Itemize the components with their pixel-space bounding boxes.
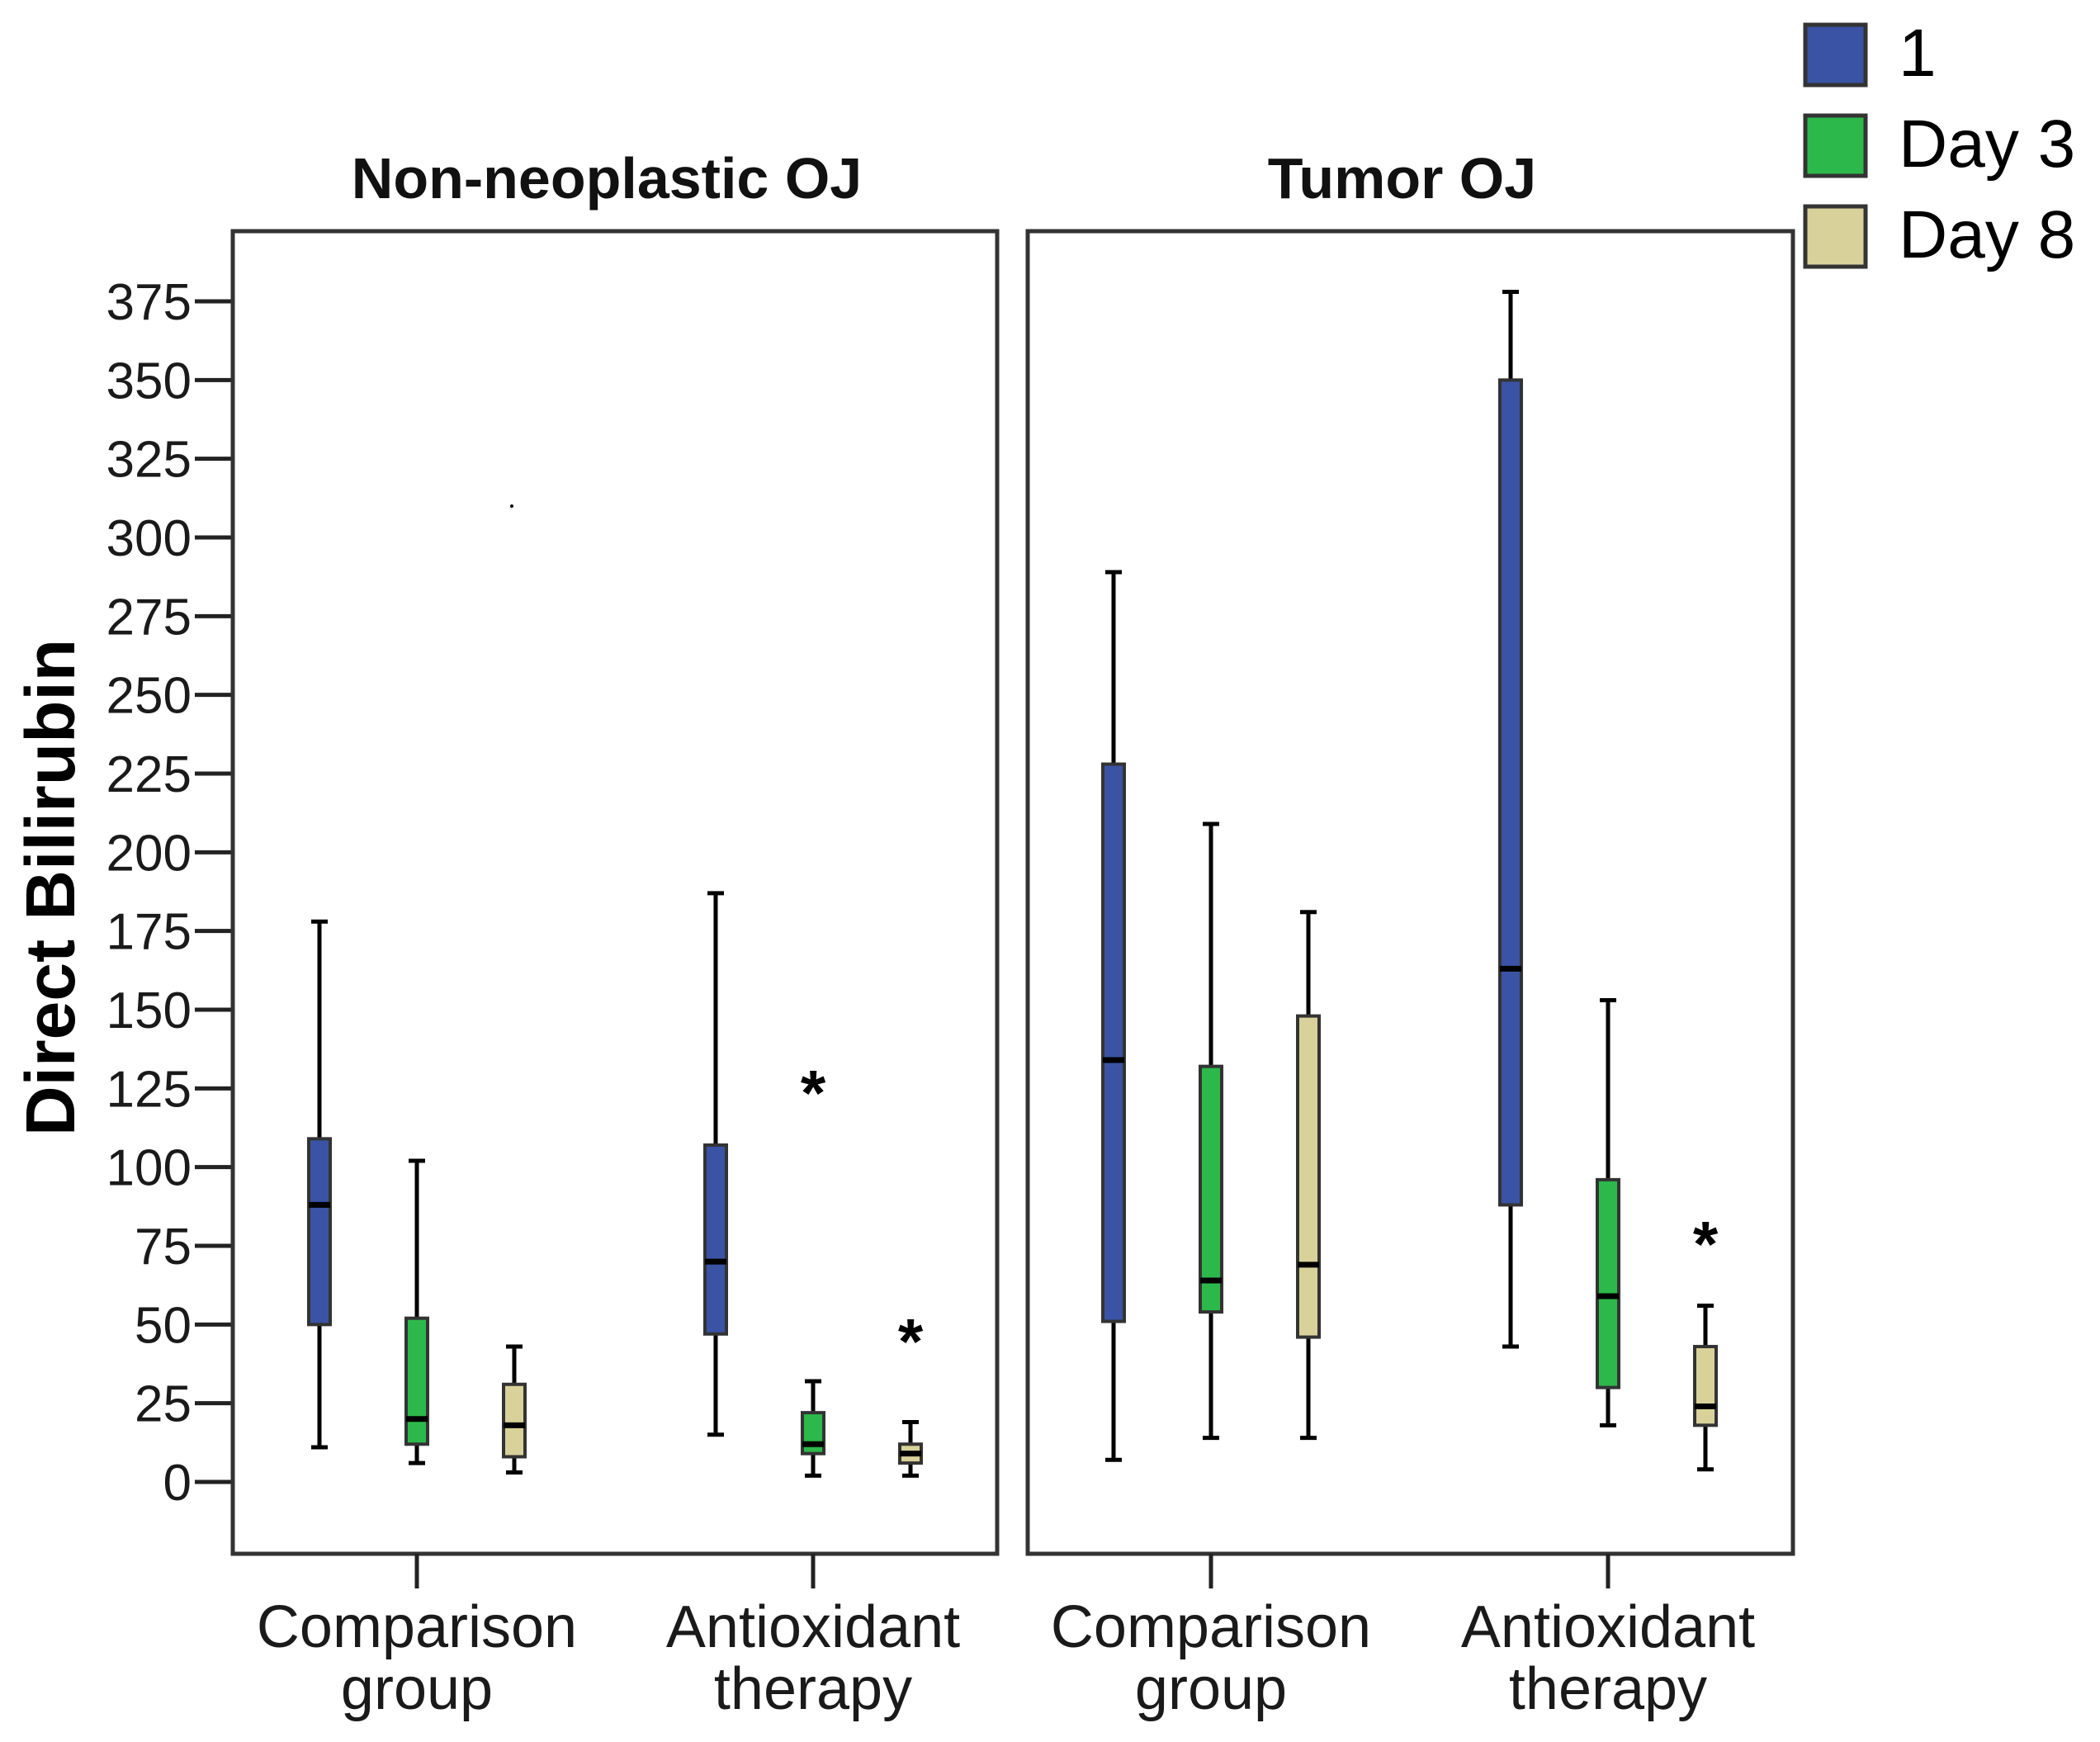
x-category-label: group [341,1656,493,1722]
y-tick-label: 225 [106,746,192,803]
box-iqr [404,1316,429,1446]
panels-layer: Non-neoplastic OJComparisongroupAntioxid… [230,146,1795,1722]
box-1 [1498,290,1523,1349]
y-tick-label: 250 [106,668,192,725]
x-category-label: Comparison [1051,1594,1371,1660]
box-iqr [502,1382,527,1459]
box-iqr [801,1411,825,1456]
box-day-3 [1199,821,1223,1441]
legend-label: 1 [1899,16,1937,91]
y-tick-label: 125 [106,1061,192,1118]
box-day-3 [404,1158,429,1465]
legend-swatch [1803,113,1868,178]
y-tick-label: 200 [106,825,192,882]
box-day-3: * [801,1056,826,1478]
panel-frame [230,229,1000,1556]
y-tick-label: 75 [135,1219,192,1276]
box-day-8: * [1693,1207,1719,1472]
box-iqr [1498,378,1523,1207]
outlier-marker: * [1693,1207,1719,1280]
x-category-label: therapy [1509,1656,1707,1722]
panel-title: Tumor OJ [1268,146,1536,211]
legend-label: Day 8 [1899,197,2075,272]
box-1 [307,919,332,1450]
box-1 [703,891,728,1437]
x-category-label: Comparison [257,1594,577,1660]
y-tick-label: 375 [106,274,192,331]
panel-frame [1025,229,1795,1556]
box-iqr [1693,1345,1718,1427]
y-tick-label: 325 [106,432,192,489]
panel-title: Non-neoplastic OJ [352,146,862,211]
y-tick-label: 175 [106,904,192,961]
legend-swatch [1803,204,1868,269]
outlier-marker: * [898,1305,924,1378]
box-day-8 [1296,910,1321,1441]
y-tick-label: 300 [106,510,192,567]
x-category-label: therapy [714,1656,912,1722]
box-iqr [703,1143,728,1336]
box-day-8: * [898,1305,924,1478]
x-category-label: Antioxidant [666,1594,960,1660]
box-iqr [1199,1064,1223,1314]
x-category-label: group [1135,1656,1287,1722]
y-tick-label: 25 [135,1376,192,1433]
box-iqr [307,1137,332,1327]
axis-layer: Direct Bilirubin 0 25 50 75 100 125 150 175 200 2… [12,274,233,1512]
box-iqr [1296,1014,1321,1339]
box-1 [1101,570,1126,1462]
y-tick-label: 0 [163,1455,192,1512]
box-day-8 [502,1344,527,1475]
box-day-3 [1596,998,1620,1427]
stray-dot [510,504,513,508]
legend-swatch [1803,22,1868,88]
legend-label: Day 3 [1899,107,2075,182]
legend: 1 Day 3 Day 8 [1803,16,2075,272]
outlier-marker: * [801,1056,826,1129]
y-tick-label: 100 [106,1140,192,1197]
y-tick-label: 350 [106,353,192,409]
x-category-label: Antioxidant [1461,1594,1755,1660]
y-tick-label: 50 [135,1297,192,1354]
y-tick-label: 275 [106,589,192,646]
y-axis-label: Direct Bilirubin [12,639,89,1136]
y-tick-label: 150 [106,982,192,1039]
box-iqr [1596,1177,1620,1389]
box-iqr [1101,762,1126,1323]
